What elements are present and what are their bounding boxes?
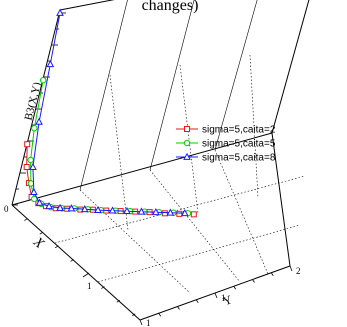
y-tick-label: 1 xyxy=(221,293,226,303)
data-point xyxy=(190,211,197,218)
floor-right-edge xyxy=(271,132,291,267)
data-point xyxy=(56,8,64,16)
legend: sigma=5,caita=2 sigma=5,caita=5 sigma=5,ca… xyxy=(176,125,276,164)
data-point xyxy=(56,203,64,211)
y-axis-line xyxy=(11,132,273,206)
data-point xyxy=(108,206,117,214)
legend-label: sigma=5,caita=5 xyxy=(202,139,276,150)
y-tick xyxy=(270,272,274,276)
x-tick-label: 1 xyxy=(87,281,92,291)
floor-grid xyxy=(214,149,269,275)
y-tick xyxy=(252,279,255,283)
y-tick xyxy=(158,313,162,317)
series-line xyxy=(26,144,194,215)
z-tick-label: 0 xyxy=(4,204,9,214)
back-wall-right xyxy=(271,0,310,134)
back-wall-top xyxy=(59,0,115,11)
data-point xyxy=(67,204,76,212)
data-point xyxy=(23,164,30,170)
floor-grid xyxy=(149,169,241,283)
data-point xyxy=(45,201,53,210)
series-layer xyxy=(23,8,197,218)
data-point xyxy=(24,141,31,148)
x-tick xyxy=(39,231,44,235)
x-tick xyxy=(54,245,59,249)
data-point xyxy=(35,198,44,206)
data-point xyxy=(35,117,43,125)
wall-grid xyxy=(179,64,199,214)
data-point xyxy=(27,156,34,164)
data-point xyxy=(30,187,38,196)
floor-grid xyxy=(54,175,306,244)
data-point xyxy=(152,207,160,216)
data-point xyxy=(137,207,146,215)
wall-grid xyxy=(109,74,129,231)
data-point xyxy=(80,205,89,213)
wall-grid xyxy=(214,0,258,151)
y-tick xyxy=(139,319,143,326)
data-point xyxy=(123,206,131,215)
data-point xyxy=(29,162,37,170)
data-point xyxy=(27,180,35,187)
series-line xyxy=(32,12,185,214)
legend-marker xyxy=(183,139,191,147)
y-tick xyxy=(214,292,218,299)
data-point xyxy=(180,208,189,217)
legend-label: sigma=5,caita=8 xyxy=(202,153,276,164)
legend-item: sigma=5,caita=5 xyxy=(176,139,276,150)
x-axis-label: X xyxy=(29,234,46,252)
z-axis-line xyxy=(11,9,61,206)
x-axis-ticks: 1 xyxy=(24,218,136,317)
chart-title: changes) xyxy=(142,0,199,14)
y-tick xyxy=(177,306,180,310)
y-tick xyxy=(233,286,237,290)
wall-grid xyxy=(249,54,259,199)
data-point xyxy=(94,205,102,214)
data-point xyxy=(176,210,183,217)
legend-label: sigma=5,caita=2 xyxy=(202,125,276,136)
y-axis-ticks: 1 2 1 xyxy=(139,265,301,327)
y-axis-label: Y xyxy=(221,292,235,308)
x-tick xyxy=(70,259,74,262)
y-tick-label: 2 xyxy=(296,266,301,276)
x-tick xyxy=(101,286,105,289)
wall-grid xyxy=(79,0,128,191)
x-axis-line xyxy=(11,204,141,321)
series-2 xyxy=(27,77,192,217)
legend-item: sigma=5,caita=8 xyxy=(176,153,276,164)
floor-grid xyxy=(79,189,191,294)
series-3 xyxy=(29,8,189,217)
x-tick xyxy=(116,299,121,303)
data-point xyxy=(161,210,168,217)
x-tick xyxy=(24,218,28,221)
data-point xyxy=(46,59,55,68)
legend-marker xyxy=(184,126,190,132)
y-tick xyxy=(289,265,293,272)
legend-marker xyxy=(183,152,191,160)
x-tick xyxy=(82,272,90,278)
data-point xyxy=(31,125,38,132)
y-tick-label: 1 xyxy=(146,318,151,327)
x-tick xyxy=(131,313,136,317)
legend-item: sigma=5,caita=2 xyxy=(176,125,276,136)
y-tick xyxy=(195,299,199,303)
data-point xyxy=(166,208,175,216)
data-point xyxy=(40,77,47,84)
wall-grid xyxy=(149,0,195,171)
